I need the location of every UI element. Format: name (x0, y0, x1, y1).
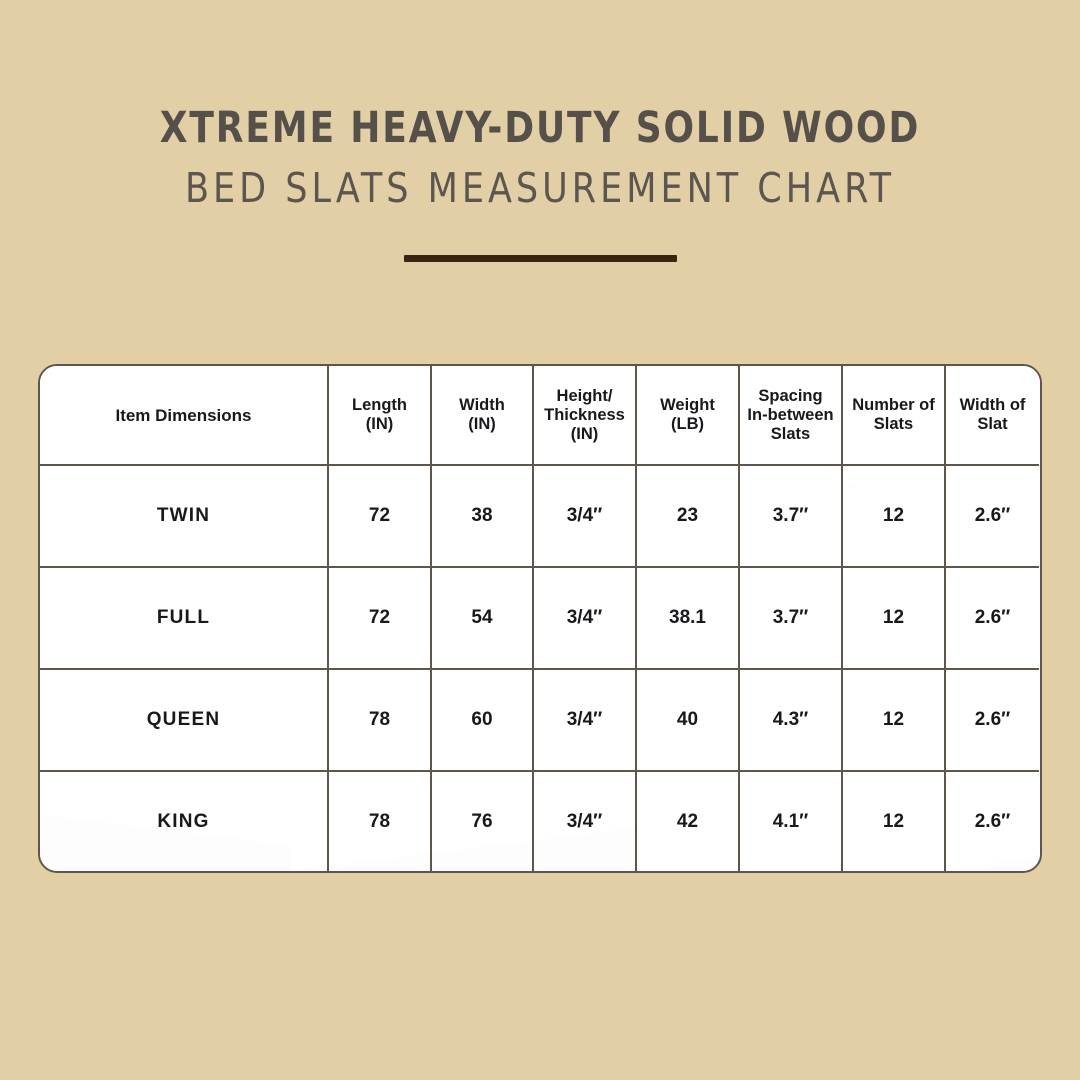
column-header-unit: (LB) (671, 415, 704, 433)
table-cell-king-number-of-slats: 12 (843, 772, 946, 871)
cell-value: 2.6″ (974, 709, 1011, 730)
column-header-weight: Weight (LB) (637, 366, 740, 466)
cell-value: 3/4″ (566, 709, 603, 730)
table-cell-king-thickness: 3/4″ (534, 772, 637, 871)
cell-value: 2.6″ (974, 505, 1011, 526)
cell-value: 40 (676, 709, 699, 730)
column-header-label: Item Dimensions (115, 405, 252, 425)
column-header-width: Width (IN) (432, 366, 534, 466)
table-cell-queen-weight: 40 (637, 670, 740, 772)
cell-value: 3/4″ (566, 505, 603, 526)
table-cell-twin-thickness: 3/4″ (534, 466, 637, 568)
column-header-label: Length (352, 396, 407, 414)
table-cell-full-width: 54 (432, 568, 534, 670)
column-header-label-2: In-between (747, 405, 834, 424)
column-header-height-thickness: Height/ Thickness (IN) (534, 366, 637, 466)
page-header: XTREME HEAVY-DUTY SOLID WOOD BED SLATS M… (0, 0, 1080, 262)
page-title-line1: XTREME HEAVY-DUTY SOLID WOOD (159, 103, 921, 153)
cell-value: QUEEN (146, 709, 221, 730)
table-cell-king-spacing: 4.1″ (740, 772, 843, 871)
cell-value: 78 (368, 709, 391, 730)
table-cell-king-slat-width: 2.6″ (946, 772, 1039, 871)
cell-value: 12 (882, 607, 905, 628)
table-cell-twin-length: 72 (329, 466, 432, 568)
cell-value: 54 (471, 607, 493, 628)
table-cell-king-width: 76 (432, 772, 534, 871)
column-header-label: Number of (852, 396, 935, 414)
cell-value: 12 (882, 810, 905, 832)
cell-value: 60 (471, 709, 493, 730)
table-cell-full-number-of-slats: 12 (843, 568, 946, 670)
cell-value: 42 (676, 810, 699, 832)
column-header-label-2: Thickness (544, 405, 625, 424)
column-header-label: Width (459, 396, 505, 414)
column-header-number-of-slats: Number of Slats (843, 366, 946, 466)
column-header-label: Height/ (556, 386, 613, 405)
cell-value: 12 (882, 709, 905, 730)
cell-value: 3/4″ (566, 810, 603, 832)
table-grid: Item Dimensions Length (IN) Width (IN) H… (40, 366, 1040, 871)
table-cell-twin-slat-width: 2.6″ (946, 466, 1039, 568)
column-header-unit: (IN) (365, 415, 394, 433)
table-cell-king-length: 78 (329, 772, 432, 871)
measurement-table: Item Dimensions Length (IN) Width (IN) H… (38, 364, 1042, 873)
column-header-length: Length (IN) (329, 366, 432, 466)
column-header-label: Width of (959, 396, 1026, 414)
title-divider-wrapper (0, 255, 1080, 262)
cell-value: 4.3″ (772, 709, 809, 730)
table-row-label-twin: TWIN (40, 466, 329, 568)
table-cell-queen-slat-width: 2.6″ (946, 670, 1039, 772)
column-header-item-dimensions: Item Dimensions (40, 366, 329, 466)
cell-value: 72 (368, 505, 391, 526)
column-header-label: Spacing (758, 386, 823, 405)
table-cell-full-weight: 38.1 (637, 568, 740, 670)
table-cell-queen-number-of-slats: 12 (843, 670, 946, 772)
table-cell-twin-spacing: 3.7″ (740, 466, 843, 568)
column-header-unit: (IN) (570, 424, 599, 443)
cell-value: TWIN (156, 505, 211, 526)
table-cell-queen-spacing: 4.3″ (740, 670, 843, 772)
column-header-label-3: Slats (770, 424, 811, 443)
cell-value: 3.7″ (772, 505, 809, 526)
cell-value: 23 (676, 505, 699, 526)
table-row-label-queen: QUEEN (40, 670, 329, 772)
cell-value: 38 (471, 505, 493, 526)
page-title-line2: BED SLATS MEASUREMENT CHART (185, 164, 895, 212)
table-cell-queen-width: 60 (432, 670, 534, 772)
cell-value: 2.6″ (974, 607, 1011, 628)
cell-value: 12 (882, 505, 905, 526)
title-divider (403, 255, 677, 262)
column-header-width-of-slat: Width of Slat (946, 366, 1039, 466)
table-cell-twin-number-of-slats: 12 (843, 466, 946, 568)
table-cell-full-slat-width: 2.6″ (946, 568, 1039, 670)
cell-value: 4.1″ (772, 810, 809, 832)
table-cell-twin-weight: 23 (637, 466, 740, 568)
column-header-label: Weight (660, 396, 715, 414)
table-cell-full-spacing: 3.7″ (740, 568, 843, 670)
table-cell-queen-length: 78 (329, 670, 432, 772)
column-header-spacing-in-between-slats: Spacing In-between Slats (740, 366, 843, 466)
cell-value: 3.7″ (772, 607, 809, 628)
column-header-label-2: Slat (977, 415, 1008, 433)
cell-value: 72 (368, 607, 391, 628)
cell-value: FULL (156, 607, 211, 628)
cell-value: 3/4″ (566, 607, 603, 628)
cell-value: 2.6″ (974, 810, 1011, 832)
table-row-label-king: KING (40, 772, 329, 871)
column-header-unit: (IN) (468, 415, 496, 433)
table-cell-twin-width: 38 (432, 466, 534, 568)
table-cell-queen-thickness: 3/4″ (534, 670, 637, 772)
cell-value: 38.1 (669, 607, 706, 628)
cell-value: 76 (471, 810, 493, 832)
cell-value: 78 (368, 810, 391, 832)
table-cell-full-length: 72 (329, 568, 432, 670)
column-header-label-2: Slats (873, 415, 914, 433)
table-cell-king-weight: 42 (637, 772, 740, 871)
cell-value: KING (157, 810, 210, 832)
table-cell-full-thickness: 3/4″ (534, 568, 637, 670)
table-row-label-full: FULL (40, 568, 329, 670)
